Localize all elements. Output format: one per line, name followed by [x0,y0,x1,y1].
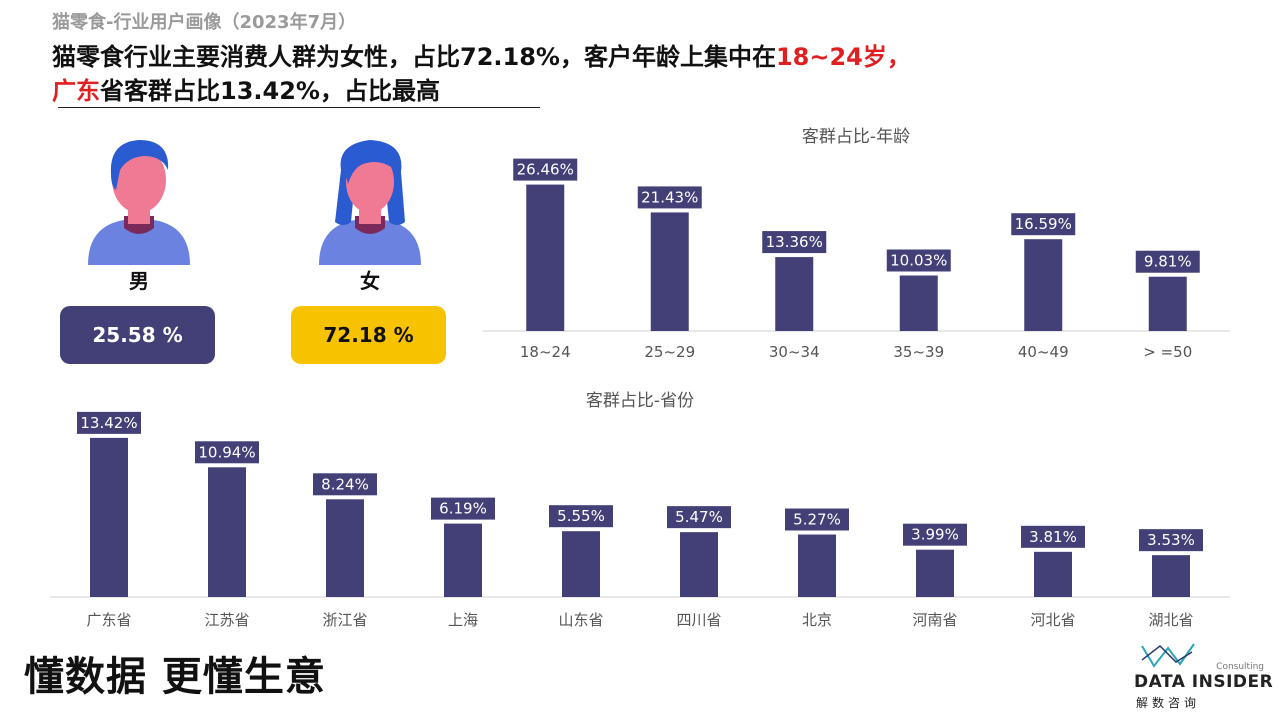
age-chart-value-label: 16.59% [1015,215,1072,233]
province-chart-value-label: 3.99% [911,526,959,544]
age-chart-value-label-bg [513,158,578,181]
logo-consulting-text: Consulting [1216,662,1264,672]
data-insider-logo: Consulting DATA INSIDER 解数咨询 [1134,640,1273,712]
page-subtitle: 猫零食-行业用户画像（2023年7月） [52,12,357,33]
age-chart-category-label: 35~39 [893,343,944,361]
province-chart-category-label: 河北省 [1030,611,1075,629]
province-chart-bar [680,532,718,597]
headline-highlight-province: 广东 [52,77,100,105]
province-chart-bar [916,549,954,597]
province-chart-category-label: 湖北省 [1148,611,1193,629]
age-chart-category-label: 40~49 [1018,343,1069,361]
headline-part1: 猫零食行业主要消费人群为女性，占比72.18%，客户年龄上集中在 [52,43,776,71]
province-chart-value-label-bg [195,441,259,464]
province-chart-category-label: 浙江省 [322,611,367,629]
province-chart-value-label-bg [431,497,495,520]
province-chart-title: 客群占比-省份 [585,391,695,411]
age-chart-value-label-bg [886,249,951,272]
province-chart-value-label-bg [667,506,731,529]
age-chart-value-label-bg [762,231,827,254]
province-chart-value-label: 3.81% [1029,528,1077,546]
age-chart-category-label: 30~34 [769,343,820,361]
age-chart-value-label: 10.03% [890,252,947,270]
province-chart-bar [326,499,364,597]
footer-slogan: 懂数据 更懂生意 [24,654,326,700]
province-chart-bar [1034,551,1072,597]
age-chart-value-label: 13.36% [766,233,823,251]
province-chart-value-label: 5.55% [557,507,605,525]
headline: 猫零食行业主要消费人群为女性，占比72.18%，客户年龄上集中在18~24岁， … [52,40,911,108]
age-chart-bar [526,184,565,331]
province-chart-bar [798,534,836,597]
headline-highlight-age: 18~24岁， [775,43,911,71]
province-chart-value-label-bg [77,411,141,434]
female-share-badge: 72.18 % [291,306,446,364]
province-chart-value-label-bg [903,523,967,546]
province-chart-value-label: 3.53% [1147,531,1195,549]
province-chart-category-label: 河南省 [912,611,957,629]
province-chart-value-label-bg [549,505,613,528]
province-chart-category-label: 广东省 [86,611,131,629]
province-chart-value-label: 13.42% [80,414,137,432]
logo-cn-name: 解数咨询 [1136,696,1201,710]
age-chart-value-label: 26.46% [517,161,574,179]
province-chart-value-label: 5.47% [675,508,723,526]
age-chart-value-label-bg [1135,250,1200,273]
province-chart-category-label: 北京 [802,611,832,629]
male-label: 男 [129,269,149,293]
province-chart-bar [444,523,482,597]
age-chart-value-label-bg [637,186,702,209]
female-avatar-icon [319,140,421,265]
logo-name: DATA INSIDER [1134,672,1274,692]
age-chart-value-label: 9.81% [1144,253,1192,271]
province-chart-value-label-bg [1139,529,1203,552]
male-share-badge: 25.58 % [60,306,215,364]
headline-part2: 省客群占比13.42%，占比最高 [100,77,440,105]
age-chart-bar [899,275,938,331]
province-chart-value-label: 8.24% [321,475,369,493]
province-chart-value-label: 10.94% [198,443,255,461]
province-chart-value-label: 5.27% [793,511,841,529]
province-chart-value-label-bg [313,473,377,496]
province-chart-bar [1152,555,1190,597]
headline-divider [58,107,540,108]
age-chart-title: 客群占比-年龄 [801,127,911,147]
age-chart-bar [650,212,689,331]
province-chart-category-label: 江苏省 [204,611,249,629]
province-chart-value-label-bg [1021,525,1085,548]
province-chart-category-label: 上海 [448,611,478,629]
age-chart-bar [775,257,814,331]
province-chart-bar [90,437,128,597]
logo-mark-icon [1141,643,1195,668]
male-avatar-icon [88,140,190,265]
age-chart-bar [1148,276,1187,331]
age-chart-value-label-bg [1011,213,1076,236]
province-chart-category-label: 山东省 [558,611,603,629]
age-chart-category-label: 25~29 [644,343,695,361]
age-chart-category-label: > =50 [1143,343,1192,361]
province-chart-value-label-bg [785,508,849,531]
age-chart-category-label: 18~24 [520,343,571,361]
female-label: 女 [360,269,380,293]
province-chart-bar [208,467,246,597]
province-chart-value-label: 6.19% [439,500,487,518]
province-chart-category-label: 四川省 [676,611,721,629]
age-chart-bar [1024,239,1063,331]
age-chart-value-label: 21.43% [641,188,698,206]
province-chart-bar [562,531,600,597]
